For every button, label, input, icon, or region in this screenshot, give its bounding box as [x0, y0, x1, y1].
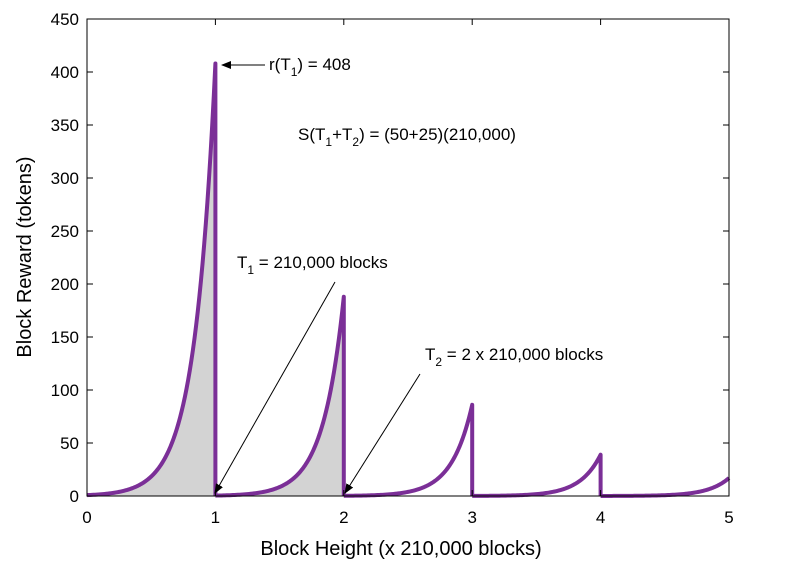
y-tick-label: 250 — [51, 222, 79, 241]
x-axis-title: Block Height (x 210,000 blocks) — [260, 538, 541, 560]
y-tick-label: 150 — [51, 328, 79, 347]
peak-annotation: r(T1) = 408 — [269, 55, 351, 79]
axis-ticks — [86, 18, 730, 497]
y-tick-label: 400 — [51, 63, 79, 82]
reward-curve-segment — [471, 452, 603, 498]
x-tick-label: 4 — [596, 508, 605, 527]
y-tick-label: 350 — [51, 116, 79, 135]
y-tick-label: 50 — [60, 434, 79, 453]
x-tick-label: 5 — [724, 508, 733, 527]
t1-annotation: T1 = 210,000 blocks — [237, 253, 388, 277]
shaded-area — [215, 296, 344, 496]
reward-curve-segment — [343, 402, 475, 498]
y-axis-title: Block Reward (tokens) — [14, 156, 36, 357]
reward-curve-segment — [86, 61, 218, 498]
reward-curve-group — [86, 61, 731, 498]
plot-frame — [86, 18, 730, 497]
y-tick-label: 450 — [51, 10, 79, 29]
x-tick-label: 0 — [82, 508, 91, 527]
x-tick-label: 2 — [339, 508, 348, 527]
x-tick-label: 1 — [211, 508, 220, 527]
y-tick-label: 200 — [51, 275, 79, 294]
reward-curve-segment — [215, 294, 346, 498]
t1-arrow — [214, 281, 336, 494]
x-tick-label: 3 — [467, 508, 476, 527]
y-tick-label: 0 — [70, 487, 79, 506]
x-tick-labels: 0 1 2 3 4 5 — [82, 508, 733, 527]
y-tick-labels: 0 50 100 150 200 250 300 350 400 450 — [51, 10, 79, 506]
t2-annotation: T2 = 2 x 210,000 blocks — [425, 345, 603, 369]
shaded-area-group — [87, 63, 344, 497]
y-tick-label: 100 — [51, 381, 79, 400]
reward-curve-segment — [600, 476, 731, 498]
shaded-area — [87, 63, 216, 497]
sum-annotation: S(T1+T2) = (50+25)(210,000) — [298, 125, 516, 149]
y-tick-label: 300 — [51, 169, 79, 188]
t2-arrow — [344, 373, 421, 494]
